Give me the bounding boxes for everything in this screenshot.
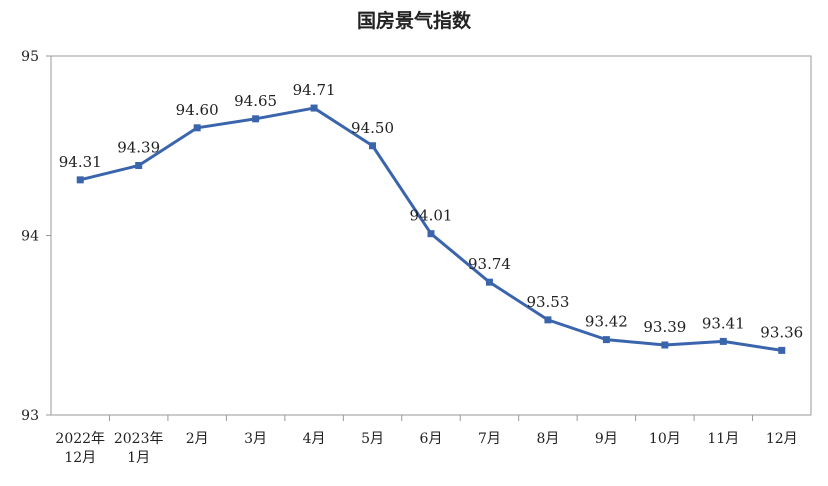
- x-tick-label: 4月: [303, 431, 326, 447]
- data-labels: 94.31 94.39 94.60 94.65 94.71 94.50 94.01 93.74…: [59, 81, 803, 341]
- data-label: 93.41: [702, 314, 745, 332]
- chart-title: 国房景气指数: [356, 10, 471, 32]
- data-point: [76, 176, 84, 184]
- data-point: [778, 346, 786, 354]
- data-label: 94.39: [117, 138, 160, 156]
- data-point: [719, 337, 727, 345]
- y-tick-label: 93: [21, 408, 39, 424]
- x-tick-label: 12月: [64, 450, 96, 466]
- x-tick-label: 7月: [478, 431, 501, 447]
- data-label: 94.50: [351, 119, 394, 137]
- x-tick-label: 1月: [127, 450, 150, 466]
- data-label: 93.53: [526, 293, 569, 311]
- y-tick-labels: 93 94 95: [21, 49, 39, 424]
- data-point: [602, 336, 610, 344]
- data-label: 93.42: [585, 313, 628, 331]
- x-tick-label: 6月: [420, 431, 443, 447]
- series-line: [79, 106, 782, 352]
- data-label: 94.31: [59, 153, 102, 171]
- y-tick-label: 95: [21, 49, 39, 65]
- x-tick-label: 10月: [649, 431, 681, 447]
- data-point: [661, 341, 669, 349]
- data-label: 94.65: [234, 92, 277, 110]
- data-point: [135, 161, 143, 169]
- data-point: [252, 115, 260, 123]
- data-point: [485, 278, 493, 286]
- x-tick-label: 5月: [361, 431, 384, 447]
- x-tick-label: 9月: [595, 431, 618, 447]
- data-point: [193, 124, 201, 132]
- data-label: 93.74: [468, 255, 511, 273]
- series: [76, 104, 786, 354]
- x-tick-label: 2023年: [114, 431, 164, 447]
- x-tick-labels: 2022年 12月 2023年 1月 2月 3月 4月 5月 6月 7月 8月 9月 10月 11月 12月: [55, 431, 797, 466]
- y-tick-label: 94: [21, 229, 39, 245]
- data-point: [544, 316, 552, 324]
- x-tick-label: 2月: [186, 431, 209, 447]
- data-label: 93.36: [760, 323, 803, 341]
- x-tick-label: 12月: [766, 431, 798, 447]
- data-label: 94.01: [410, 207, 453, 225]
- data-label: 94.71: [293, 81, 336, 99]
- data-point: [427, 230, 435, 238]
- x-tick-label: 8月: [536, 431, 559, 447]
- data-point: [310, 104, 318, 112]
- data-point: [369, 142, 377, 150]
- x-tick-label: 11月: [707, 431, 739, 447]
- x-tick-label: 2022年: [55, 431, 105, 447]
- data-label: 94.60: [176, 101, 219, 119]
- axes: [46, 55, 812, 421]
- x-tick-label: 3月: [244, 431, 267, 447]
- data-label: 93.39: [643, 318, 686, 336]
